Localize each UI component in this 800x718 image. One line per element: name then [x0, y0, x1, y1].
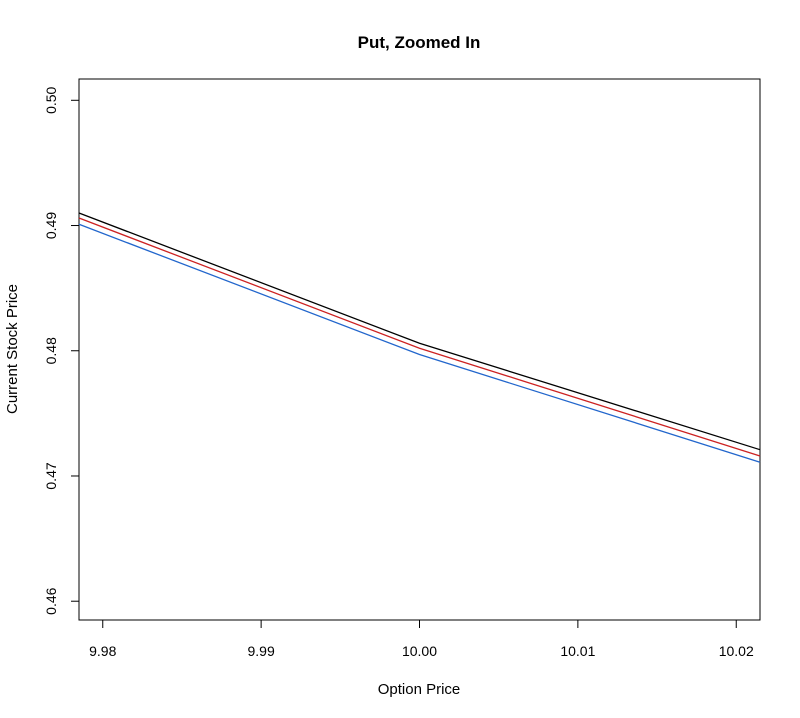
y-tick-label: 0.47 — [43, 462, 59, 489]
y-tick-label: 0.49 — [43, 212, 59, 239]
x-tick-label: 10.01 — [560, 643, 595, 659]
x-axis-label: Option Price — [378, 681, 461, 698]
chart-title: Put, Zoomed In — [358, 33, 481, 52]
x-tick-label: 9.99 — [248, 643, 275, 659]
x-tick-label: 9.98 — [89, 643, 116, 659]
x-tick-label: 10.00 — [402, 643, 437, 659]
y-axis-label: Current Stock Price — [4, 284, 21, 414]
y-tick-label: 0.46 — [43, 587, 59, 614]
x-axis: 9.98 9.99 10.00 10.01 10.02 — [89, 620, 754, 659]
plot-frame — [78, 78, 761, 621]
y-tick-label: 0.48 — [43, 337, 59, 364]
series-line-1 — [78, 212, 761, 451]
series-line-3 — [78, 223, 761, 463]
y-axis: 0.46 0.47 0.48 0.49 0.50 — [43, 86, 79, 615]
y-tick-label: 0.50 — [43, 86, 59, 113]
series-line-2 — [78, 217, 761, 457]
x-tick-label: 10.02 — [719, 643, 754, 659]
series-layer — [78, 212, 761, 463]
